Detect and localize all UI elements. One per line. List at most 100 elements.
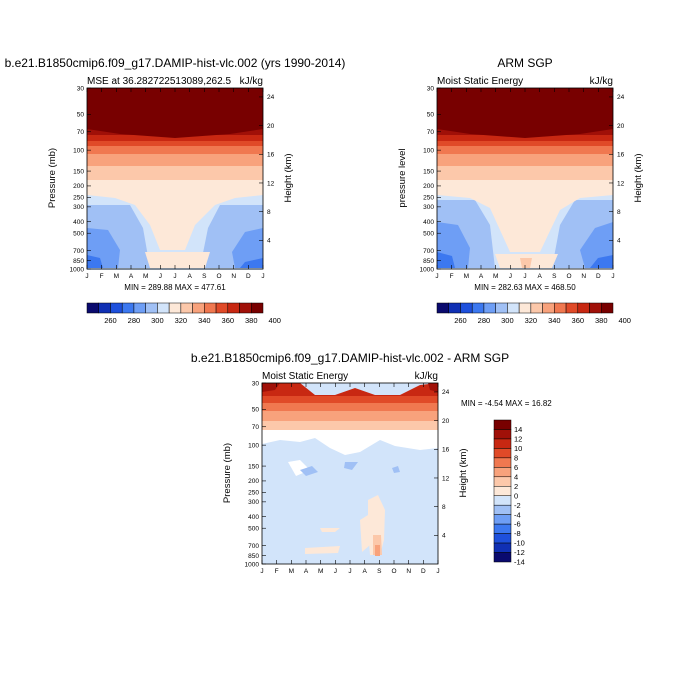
colorbar-label: 300 [151,316,164,325]
y2-tick-label: 4 [617,238,621,245]
x-tick-label: J [261,273,264,280]
x-tick-label: M [289,568,294,575]
y-tick-label: 150 [73,168,84,175]
contour-fill [437,153,613,166]
colorbar-swatch [518,302,532,314]
panel-diff-ylabel-right: Height (km) [458,448,469,497]
contour-fill [437,180,613,252]
colorbar-swatch [460,302,473,314]
colorbar-label: -12 [514,548,525,557]
contour-fill [375,545,380,556]
x-tick-label: O [216,273,221,280]
colorbar-swatch [493,504,512,515]
x-tick-label: M [318,568,323,575]
y2-tick-label: 20 [617,123,625,130]
colorbar-swatch [530,302,543,314]
x-tick-label: F [450,273,454,280]
x-tick-label: F [100,273,104,280]
x-tick-label: A [362,568,367,575]
colorbar-label: 4 [514,472,518,481]
panel-diff-subtitle-right: kJ/kg [415,371,438,382]
colorbar-swatch [436,302,449,314]
x-tick-label: M [493,273,498,280]
colorbar-label: -4 [514,510,521,519]
colorbar-swatch [215,302,229,314]
x-tick-label: A [187,273,192,280]
panel-model-ylabel: Pressure (mb) [47,148,58,208]
colorbar-swatch [110,302,123,314]
colorbar-label: 0 [514,491,518,500]
panel-model-colorbar: 260 280 300 320 340 360 380 400 [86,302,281,325]
colorbar-swatch [180,302,193,314]
y-tick-label: 850 [423,258,434,265]
panel-obs-subtitle-left: Moist Static Energy [437,76,523,87]
y-tick-label: 200 [248,478,259,485]
colorbar-label: 320 [525,316,538,325]
panel-model: b.e21.B1850cmip6.f09_g17.DAMIP-hist-vlc.… [5,56,346,325]
colorbar-label: 280 [128,316,141,325]
colorbar-swatch [493,514,512,525]
y-tick-label: 50 [427,112,435,119]
contour-fill [262,430,438,455]
x-tick-label: J [85,273,88,280]
y-tick-label: 500 [423,231,434,238]
colorbar-label: 340 [198,316,211,325]
colorbar-label: 6 [514,463,518,472]
colorbar-swatch [98,302,111,314]
contour-fill [590,255,613,268]
y-tick-label: 70 [427,129,435,136]
contour-fill [580,222,613,268]
contour-fill [262,420,438,430]
y-tick-label: 700 [73,248,84,255]
x-tick-label: A [479,273,484,280]
x-tick-label: F [275,568,279,575]
colorbar-swatch [493,542,512,553]
panel-obs-ylabel-right: Height (km) [633,153,644,202]
colorbar-label: 400 [618,316,631,325]
panel-obs-title: ARM SGP [497,56,552,70]
colorbar-label: 8 [514,453,518,462]
y2-tick-label: 12 [617,180,625,187]
y-tick-label: 200 [73,183,84,190]
y-tick-label: 70 [252,424,260,431]
colorbar-swatch [493,438,512,449]
colorbar-swatch [145,302,158,314]
contour-fill [262,395,438,403]
x-tick-label: D [596,273,601,280]
colorbar-swatch [483,302,496,314]
contour-fill [240,258,263,268]
y-tick-label: 250 [73,195,84,202]
contour-fill [262,402,438,411]
y-tick-label: 70 [77,129,85,136]
y-tick-label: 850 [248,553,259,560]
colorbar-label: 2 [514,482,518,491]
colorbar-swatch [493,523,512,534]
colorbar-swatch [493,467,512,478]
y2-tick-label: 12 [267,180,275,187]
panel-obs-plot-area [436,87,614,270]
colorbar-swatch [227,302,240,314]
contour-fill [360,515,370,552]
contour-fill [437,145,613,154]
colorbar-swatch [133,302,146,314]
contour-fill [87,145,263,154]
contour-fill [87,255,103,268]
colorbar-swatch [493,419,512,430]
x-tick-label: A [537,273,542,280]
colorbar-swatch [493,552,512,563]
colorbar-swatch [493,533,512,544]
y-tick-label: 30 [252,380,260,387]
colorbar-swatch [493,457,512,468]
panel-diff-title: b.e21.B1850cmip6.f09_g17.DAMIP-hist-vlc.… [191,351,509,365]
y-tick-label: 30 [77,85,85,92]
x-tick-label: S [552,273,557,280]
x-tick-label: N [406,568,411,575]
contour-fill [437,252,455,268]
y-tick-label: 400 [248,514,259,521]
contour-fill [437,140,613,146]
y-tick-label: 500 [73,231,84,238]
colorbar-swatch [507,302,520,314]
panel-obs-ylabel: pressure level [397,148,408,207]
colorbar-swatch [493,495,512,506]
panel-model-minmax: MIN = 289.88 MAX = 477.61 [124,283,226,292]
